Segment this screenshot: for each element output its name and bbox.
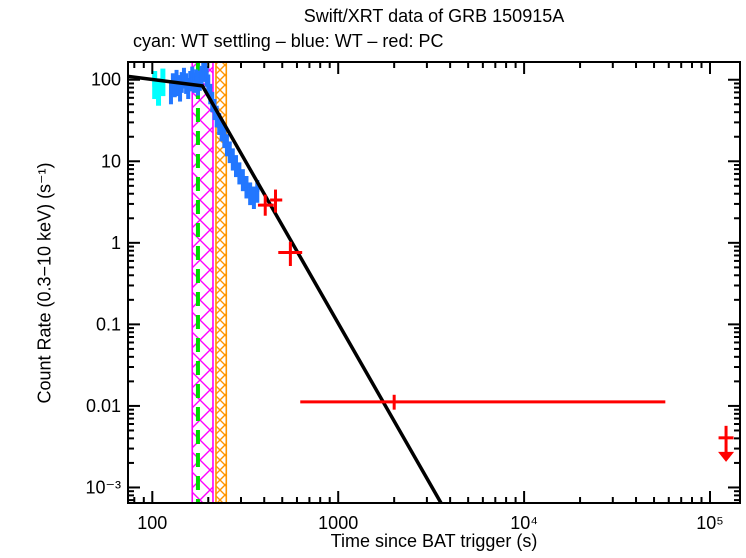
pc-upper-limit-arrow: [718, 425, 735, 462]
upper-limit-arrowhead: [718, 451, 735, 462]
chart-title: Swift/XRT data of GRB 150915A: [303, 6, 565, 26]
x-tick-label: 100: [137, 513, 167, 533]
chart-legend-subtitle: cyan: WT settling – blue: WT – red: PC: [133, 31, 444, 51]
series-pc: [257, 189, 666, 410]
series-wt-settling: [152, 68, 166, 106]
x-tick-label: 1000: [318, 513, 358, 533]
fit-line: [128, 74, 443, 503]
data-layer: [128, 62, 735, 503]
flare-band-orange-fill: [215, 62, 227, 503]
series-wt: [168, 62, 260, 209]
y-tick-label: 10: [101, 151, 121, 171]
flare-band-magenta-fill: [192, 62, 213, 503]
x-tick-label: 10⁴: [510, 513, 538, 533]
y-tick-label: 100: [91, 70, 121, 90]
flare-band-magenta: [191, 62, 214, 503]
y-tick-label: 0.1: [96, 314, 121, 334]
y-tick-label: 0.01: [86, 396, 121, 416]
y-tick-label: 1: [111, 233, 121, 253]
y-tick-label: 10⁻³: [85, 477, 121, 497]
x-tick-label: 10⁵: [696, 513, 723, 533]
plot-frame: [127, 61, 741, 504]
x-axis-label: Time since BAT trigger (s): [330, 531, 538, 551]
